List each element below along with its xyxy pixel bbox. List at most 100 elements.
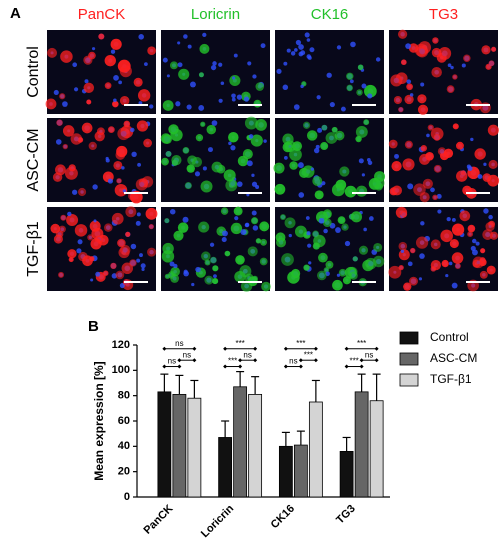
- nucleus: [213, 274, 217, 279]
- cell: [474, 148, 486, 160]
- cell: [432, 37, 439, 44]
- cell: [274, 183, 286, 195]
- nucleus: [445, 273, 449, 278]
- nucleus: [62, 101, 68, 107]
- micrograph: [273, 118, 386, 202]
- cell: [454, 262, 461, 269]
- bracket-end: [313, 346, 318, 351]
- y-axis-label: Mean expression [%]: [92, 361, 106, 480]
- cell: [323, 267, 330, 273]
- cell: [184, 181, 192, 190]
- cell: [357, 64, 364, 71]
- nucleus: [293, 104, 300, 110]
- nucleus: [304, 32, 310, 38]
- cell: [169, 61, 178, 70]
- x-tick-label: TG3: [334, 503, 358, 527]
- cell: [355, 126, 368, 138]
- nucleus: [276, 68, 282, 74]
- nucleus: [252, 74, 257, 79]
- significance-label: ns: [243, 350, 251, 359]
- cell: [67, 249, 77, 259]
- nucleus: [137, 162, 141, 167]
- cell: [68, 164, 76, 172]
- cell: [397, 29, 408, 39]
- cell: [58, 271, 65, 278]
- cell: [410, 247, 416, 254]
- nucleus: [426, 133, 430, 138]
- nucleus: [53, 89, 59, 96]
- bracket-end: [344, 364, 349, 369]
- cell: [302, 165, 315, 178]
- legend-swatch: [399, 331, 419, 345]
- nucleus: [344, 240, 351, 247]
- nucleus: [451, 282, 458, 289]
- cell: [273, 162, 285, 174]
- cell: [341, 223, 349, 231]
- cell: [346, 84, 353, 92]
- nucleus: [232, 76, 236, 80]
- nucleus: [430, 187, 435, 193]
- nucleus: [448, 261, 453, 266]
- nucleus: [95, 271, 101, 277]
- cell: [112, 100, 119, 108]
- x-tick-label: Loricrin: [199, 502, 237, 540]
- nucleus: [110, 49, 116, 54]
- cell: [346, 72, 354, 80]
- significance-label: ns: [175, 339, 183, 348]
- cell: [398, 106, 404, 113]
- cell: [97, 127, 105, 136]
- cell: [110, 262, 117, 269]
- nucleus: [209, 242, 215, 247]
- cell: [239, 265, 252, 278]
- bar: [157, 391, 172, 498]
- cell: [415, 236, 429, 249]
- nucleus: [418, 277, 423, 281]
- nucleus: [282, 84, 289, 91]
- nucleus: [446, 216, 451, 222]
- cell: [460, 170, 466, 176]
- cell: [171, 159, 179, 166]
- nucleus: [135, 220, 141, 226]
- cell: [467, 231, 474, 238]
- cell: [417, 104, 429, 115]
- cell: [88, 51, 96, 60]
- cell: [229, 74, 241, 87]
- cell: [284, 140, 296, 153]
- cell: [420, 145, 428, 152]
- bracket-end: [298, 358, 303, 363]
- cell: [212, 265, 219, 272]
- cell: [165, 151, 172, 157]
- cell: [233, 206, 243, 216]
- cell: [259, 257, 268, 266]
- bracket-end: [283, 346, 288, 351]
- cell: [86, 99, 92, 105]
- nucleus: [236, 94, 243, 100]
- bar: [354, 391, 369, 498]
- cell: [200, 121, 206, 127]
- cell: [391, 185, 402, 196]
- nucleus: [202, 166, 207, 171]
- cell: [432, 194, 438, 201]
- nucleus: [222, 230, 228, 237]
- cell: [55, 164, 66, 176]
- nucleus: [183, 269, 188, 274]
- cell: [294, 225, 307, 238]
- nucleus: [283, 61, 288, 66]
- nucleus: [243, 96, 250, 102]
- nucleus: [361, 173, 365, 177]
- row-label: ASC-CM: [25, 128, 42, 191]
- cell: [82, 255, 93, 267]
- cell: [145, 207, 158, 220]
- nucleus: [318, 217, 325, 224]
- bracket-end: [313, 358, 318, 363]
- cell: [404, 94, 414, 105]
- cell: [417, 94, 427, 104]
- cell: [47, 47, 58, 58]
- bracket-end: [162, 364, 167, 369]
- cell: [430, 259, 442, 271]
- nucleus: [191, 282, 195, 287]
- nucleus: [169, 261, 175, 267]
- legend-swatch: [399, 352, 419, 366]
- significance-label: ns: [168, 357, 176, 366]
- cell: [104, 82, 112, 89]
